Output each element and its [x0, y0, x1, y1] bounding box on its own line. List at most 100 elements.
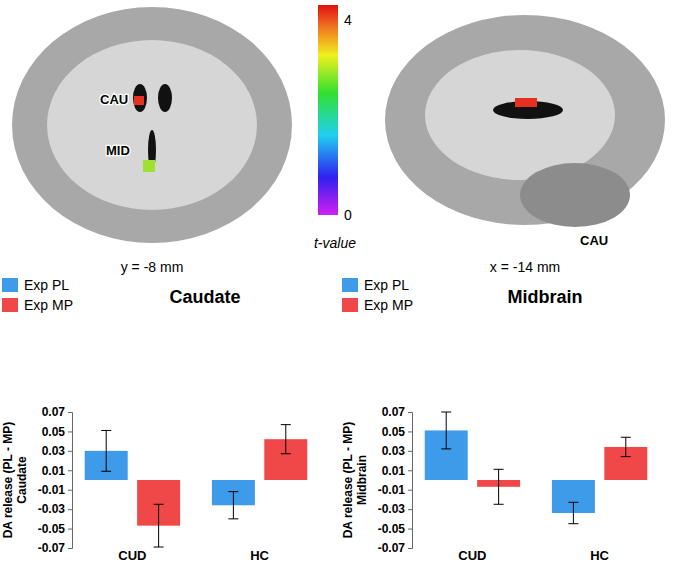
region-label: CAU — [100, 92, 128, 107]
y-tick-mark — [68, 529, 72, 530]
colorbar-title: t-value — [314, 235, 356, 251]
error-bar-cap — [154, 504, 164, 505]
error-bar-stem — [625, 437, 626, 456]
error-bar-stem — [573, 502, 574, 523]
colorbar: 04t-value — [314, 5, 356, 251]
coronal-slice — [12, 7, 292, 243]
y-tick: -0.07 — [38, 541, 72, 555]
legend: Exp PL Exp MP — [2, 277, 73, 313]
figure: CAUMIDy = -8 mmCAUx = -14 mm04t-valueCau… — [0, 0, 675, 568]
y-tick-label: 0.05 — [382, 425, 406, 439]
error-bar-stem — [233, 492, 234, 519]
chart-title: Midbrain — [508, 287, 583, 307]
y-tick: 0.07 — [42, 405, 72, 419]
y-axis-title: Caudate — [15, 456, 29, 504]
error-bar-cap — [101, 430, 111, 431]
y-tick-label: -0.01 — [38, 483, 66, 497]
colorbar-axis: 04 — [338, 12, 352, 223]
y-tick-label: 0.07 — [382, 405, 406, 419]
y-axis-line — [68, 413, 73, 549]
legend-label: Exp PL — [364, 277, 409, 293]
error-bar-cap — [621, 437, 631, 438]
x-tick: HC — [250, 548, 269, 563]
y-tick-label: 0.03 — [42, 444, 66, 458]
error-bar — [281, 425, 291, 454]
y-tick-mark — [408, 412, 412, 413]
error-bar — [228, 492, 238, 519]
x-axis-line — [413, 548, 661, 549]
y-tick-label: -0.05 — [378, 522, 406, 536]
y-tick: -0.03 — [378, 502, 412, 516]
legend-label: Exp MP — [24, 297, 73, 313]
brain-panels — [12, 7, 665, 243]
slice-caption: y = -8 mm — [121, 259, 184, 275]
y-tick-label: -0.07 — [378, 541, 406, 555]
y-tick: -0.05 — [378, 522, 412, 536]
y-tick-label: -0.03 — [38, 502, 66, 516]
ventricle — [158, 84, 172, 112]
y-tick-label: -0.05 — [38, 522, 66, 536]
error-bar-cap — [494, 469, 504, 470]
y-tick: -0.05 — [38, 522, 72, 536]
y-tick-mark — [68, 451, 72, 452]
error-bar-cap — [621, 456, 631, 457]
y-tick-label: 0.01 — [382, 464, 406, 478]
y-tick: 0.07 — [382, 405, 412, 419]
error-bar-cap — [568, 502, 578, 503]
y-axis: -0.07-0.05-0.03-0.010.010.030.050.07 — [378, 405, 413, 555]
y-tick-mark — [408, 451, 412, 452]
bar-chart: Midbrain Exp PL Exp MP DA release (PL - MP)… — [341, 277, 661, 563]
y-tick: -0.01 — [38, 483, 72, 497]
activation-blob — [134, 96, 144, 105]
y-axis-title: DA release (PL - MP) — [1, 422, 15, 539]
error-bar-cap — [154, 547, 164, 548]
error-bar — [494, 469, 504, 504]
y-tick: -0.07 — [378, 541, 412, 555]
region-label: CAU — [580, 233, 608, 248]
y-tick-mark — [68, 412, 72, 413]
colorbar-tick-label: 4 — [344, 12, 352, 28]
y-axis-title: DA release (PL - MP) — [341, 422, 355, 539]
y-tick-label: 0.01 — [42, 464, 66, 478]
y-tick-mark — [68, 490, 72, 491]
error-bar-cap — [101, 471, 111, 472]
error-bar-cap — [441, 448, 451, 449]
colorbar-tick: 0 — [338, 207, 352, 223]
colorbar-gradient — [318, 5, 338, 215]
error-bar-stem — [158, 504, 159, 547]
legend-label: Exp MP — [364, 297, 413, 313]
x-tick-label: HC — [590, 548, 609, 563]
y-tick: 0.01 — [382, 464, 412, 478]
coronal-white-matter — [47, 40, 257, 210]
error-bar-stem — [106, 430, 107, 471]
error-bar-cap — [228, 491, 238, 492]
slice-caption: x = -14 mm — [490, 259, 560, 275]
error-bar — [154, 504, 164, 547]
x-tick: CUD — [458, 548, 486, 563]
y-axis-line — [408, 413, 413, 549]
y-axis: -0.07-0.05-0.03-0.010.010.030.050.07 — [38, 405, 73, 555]
y-tick-label: 0.07 — [42, 405, 66, 419]
x-axis: CUD HC — [413, 548, 661, 563]
x-tick-label: CUD — [118, 548, 146, 563]
colorbar-tick-label: 0 — [344, 207, 352, 223]
error-bar — [621, 437, 631, 456]
error-bar — [441, 412, 451, 449]
y-axis-title: Midbrain — [355, 455, 369, 505]
legend-swatch — [2, 278, 18, 292]
y-tick: -0.01 — [378, 483, 412, 497]
error-bar — [568, 502, 578, 523]
activation-blob — [515, 98, 537, 107]
y-tick-mark — [68, 548, 72, 549]
bar-chart: Caudate Exp PL Exp MP DA release (PL - MP) C… — [1, 277, 321, 563]
legend-label: Exp PL — [24, 277, 69, 293]
legend-swatch — [342, 278, 358, 292]
error-bar-cap — [494, 504, 504, 505]
ventricle — [133, 84, 147, 112]
colorbar-tick: 4 — [338, 12, 352, 28]
y-tick-label: -0.07 — [38, 541, 66, 555]
y-tick-mark — [408, 490, 412, 491]
error-bar-cap — [568, 523, 578, 524]
y-tick-label: -0.01 — [378, 483, 406, 497]
cerebellum — [520, 163, 630, 227]
